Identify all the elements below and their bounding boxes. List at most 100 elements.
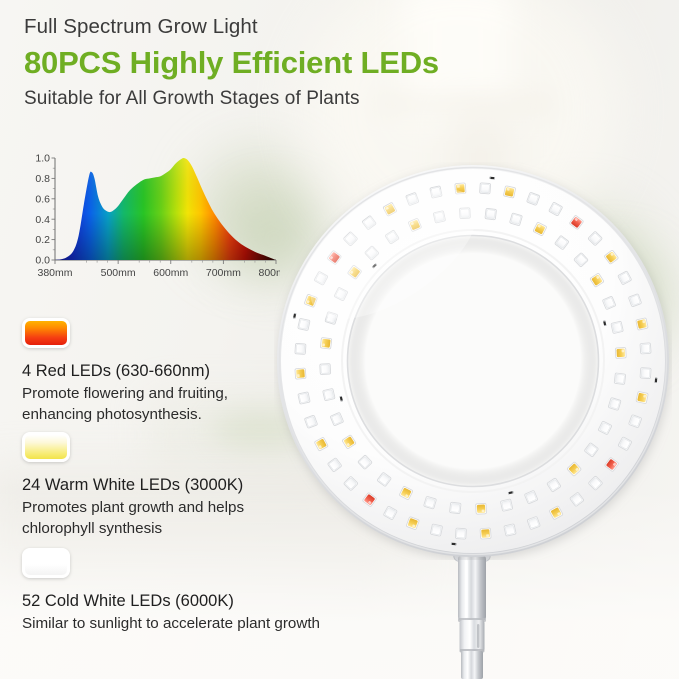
led-row-inner bbox=[319, 207, 627, 515]
stand-segment-lower bbox=[461, 651, 483, 679]
cold-white-led bbox=[608, 397, 622, 411]
headline-block: Full Spectrum Grow Light 80PCS Highly Ef… bbox=[24, 14, 644, 112]
cold-white-led bbox=[588, 231, 603, 246]
stand-shadow-line bbox=[477, 624, 480, 648]
cold-white-led bbox=[639, 367, 652, 379]
warm-white-led-title: 24 Warm White LEDs (3000K) bbox=[22, 476, 244, 494]
cold-white-led bbox=[548, 202, 563, 216]
cold-white-led bbox=[598, 421, 612, 435]
legend-item-warm-white: 24 Warm White LEDs (3000K) Promotes plan… bbox=[22, 432, 322, 539]
ring-light-product bbox=[274, 162, 672, 560]
cold-white-led bbox=[610, 321, 624, 334]
cold-white-led bbox=[617, 270, 632, 285]
legend-item-red: 4 Red LEDs (630-660nm) Promote flowering… bbox=[22, 318, 322, 425]
cold-white-led bbox=[459, 207, 471, 220]
cold-white-led bbox=[383, 506, 398, 520]
warm-white-led bbox=[589, 273, 604, 288]
headline-main: 80PCS Highly Efficient LEDs bbox=[24, 44, 439, 80]
cold-white-led-swatch bbox=[22, 548, 70, 578]
warm-white-led bbox=[406, 516, 420, 530]
smd-resistor bbox=[507, 491, 514, 495]
ring-outer-edge bbox=[278, 166, 668, 556]
ring-inner-edge bbox=[346, 234, 600, 488]
warm-white-led bbox=[475, 502, 487, 515]
warm-white-led bbox=[533, 222, 547, 236]
warm-white-led bbox=[454, 182, 467, 195]
cold-white-led bbox=[423, 496, 437, 510]
chart-y-tick: 0.6 bbox=[35, 193, 50, 205]
chart-x-tick: 380mm bbox=[37, 267, 72, 279]
chart-y-tick: 0.2 bbox=[35, 234, 50, 246]
cold-white-led bbox=[319, 363, 332, 375]
cold-white-led bbox=[322, 388, 336, 401]
led-row-outer bbox=[292, 176, 658, 546]
warm-white-led bbox=[408, 218, 422, 232]
cold-white-led bbox=[527, 516, 541, 530]
cold-white-led bbox=[573, 252, 589, 267]
chart-area-fill bbox=[55, 157, 276, 260]
cold-white-led bbox=[327, 457, 342, 472]
warm-white-led bbox=[314, 437, 329, 452]
chart-y-tick: 0.8 bbox=[35, 173, 50, 185]
chart-y-tick-labels: 0.0 0.2 0.4 0.6 0.8 1.0 bbox=[35, 153, 50, 267]
cold-white-led bbox=[628, 414, 642, 428]
cold-white-led bbox=[430, 523, 443, 537]
cold-white-led bbox=[385, 230, 400, 245]
smd-resistor bbox=[371, 263, 378, 269]
warm-white-led-swatch bbox=[22, 432, 70, 462]
cold-white-led bbox=[569, 492, 584, 507]
cold-white-led bbox=[602, 296, 616, 310]
cold-white-led bbox=[613, 372, 626, 385]
cold-white-led bbox=[618, 436, 632, 451]
cold-white-led bbox=[343, 476, 358, 491]
stand-highlight bbox=[465, 560, 468, 618]
smd-resistor bbox=[654, 377, 658, 384]
warm-white-led-desc: Promotes plant growth and helps chlorophy… bbox=[22, 499, 245, 537]
warm-white-led bbox=[479, 527, 492, 540]
ring-sheen bbox=[310, 189, 478, 319]
smd-resistor bbox=[292, 312, 297, 319]
warm-white-led bbox=[503, 185, 516, 199]
red-led bbox=[569, 215, 584, 230]
warm-white-led bbox=[294, 367, 307, 380]
cold-white-led bbox=[546, 477, 561, 492]
red-led bbox=[327, 250, 342, 265]
smd-resistor bbox=[339, 395, 343, 402]
ring-inner-shade bbox=[348, 236, 598, 486]
cold-white-led bbox=[324, 311, 338, 325]
chart-x-tick: 800mm bbox=[258, 267, 280, 279]
cold-white-led bbox=[500, 498, 513, 512]
ring-inner-bevel bbox=[341, 229, 605, 493]
ring-light-svg bbox=[277, 165, 669, 557]
cold-white-led bbox=[405, 192, 419, 206]
cold-white-led bbox=[503, 523, 517, 537]
spectrum-chart-svg: 0.0 0.2 0.4 0.6 0.8 1.0 380mm 500mm 600mm 700mm 8… bbox=[35, 153, 280, 279]
cold-white-led bbox=[314, 271, 328, 286]
chart-x-tick: 500mm bbox=[101, 267, 136, 279]
headline-subhead: Suitable for All Growth Stages of Plants bbox=[24, 88, 360, 110]
cold-white-led bbox=[429, 185, 443, 199]
chart-y-tick: 0.4 bbox=[35, 214, 50, 226]
chart-x-tick: 700mm bbox=[206, 267, 241, 279]
cold-white-led bbox=[588, 476, 603, 491]
cold-white-led bbox=[433, 210, 446, 224]
cold-white-led bbox=[554, 235, 569, 250]
red-led bbox=[362, 492, 377, 507]
cold-white-led bbox=[304, 415, 318, 429]
cold-white-led bbox=[343, 231, 358, 246]
cold-white-led bbox=[455, 527, 467, 540]
smd-resistor bbox=[450, 542, 457, 546]
cold-white-led-desc: Similar to sunlight to accelerate plant … bbox=[22, 615, 320, 633]
cold-white-led bbox=[524, 490, 538, 504]
cold-white-led bbox=[584, 442, 599, 457]
warm-white-led bbox=[549, 505, 564, 520]
smd-resistor bbox=[489, 176, 496, 180]
cold-white-led bbox=[449, 501, 462, 514]
cold-white-led bbox=[297, 391, 311, 405]
telescoping-stand bbox=[440, 548, 504, 679]
cold-white-led bbox=[509, 212, 523, 226]
cold-white-led bbox=[297, 318, 311, 331]
cold-white-led bbox=[484, 208, 497, 221]
chart-y-tick: 1.0 bbox=[35, 153, 50, 165]
warm-white-led bbox=[567, 461, 582, 477]
